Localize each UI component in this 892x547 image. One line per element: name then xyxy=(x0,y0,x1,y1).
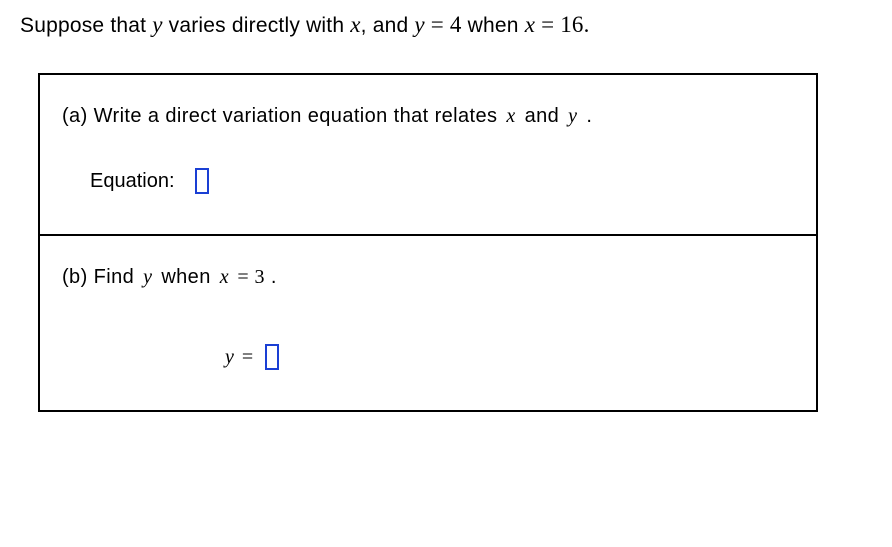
part-a-text1: Write a direct variation equation that r… xyxy=(88,105,504,127)
intro-mid2: , and xyxy=(361,14,415,37)
intro-eq1-lhs: y xyxy=(414,12,424,37)
part-b-text: (b) Find y when x = 3 . xyxy=(62,266,794,289)
part-b-var-y: y xyxy=(140,266,155,288)
intro-eq1-sign: = xyxy=(425,12,450,37)
part-a-text2: and xyxy=(519,105,565,127)
part-a-answer-row: Equation: xyxy=(90,168,794,194)
problem-intro: Suppose that y varies directly with x, a… xyxy=(20,12,872,38)
intro-eq2-sign: = xyxy=(535,12,560,37)
intro-mid3: when xyxy=(462,14,525,37)
part-b-label: (b) xyxy=(62,266,88,288)
y-equals: y = xyxy=(222,346,253,369)
part-a-text: (a) Write a direct variation equation th… xyxy=(62,105,794,128)
intro-suffix: . xyxy=(584,12,590,37)
part-b-text4: . xyxy=(265,266,277,288)
part-a-var-x: x xyxy=(503,105,518,127)
part-b-var-x: x xyxy=(217,266,232,288)
part-a-label: (a) xyxy=(62,105,88,127)
intro-eq2-lhs: x xyxy=(525,12,535,37)
intro-eq2-rhs: 16 xyxy=(560,12,583,37)
answer-eq: = xyxy=(237,346,253,368)
intro-var-y: y xyxy=(152,12,162,37)
intro-var-x: x xyxy=(350,12,360,37)
intro-eq1-rhs: 4 xyxy=(450,12,462,37)
y-value-input[interactable] xyxy=(265,344,279,370)
part-a: (a) Write a direct variation equation th… xyxy=(40,75,816,236)
part-b-val-x: 3 xyxy=(254,266,264,288)
part-b-answer-row: y = xyxy=(222,344,794,370)
equation-label: Equation: xyxy=(90,170,175,193)
part-a-var-y: y xyxy=(565,105,580,127)
part-b: (b) Find y when x = 3 . y = xyxy=(40,236,816,410)
part-b-text2: when xyxy=(155,266,216,288)
part-a-text3: . xyxy=(580,105,592,127)
intro-prefix: Suppose that xyxy=(20,14,152,37)
intro-mid1: varies directly with xyxy=(163,14,351,37)
part-b-text3: = xyxy=(232,266,254,288)
problem-box: (a) Write a direct variation equation th… xyxy=(38,73,818,412)
equation-input[interactable] xyxy=(195,168,209,194)
part-b-text1: Find xyxy=(88,266,140,288)
answer-y: y xyxy=(222,346,237,368)
